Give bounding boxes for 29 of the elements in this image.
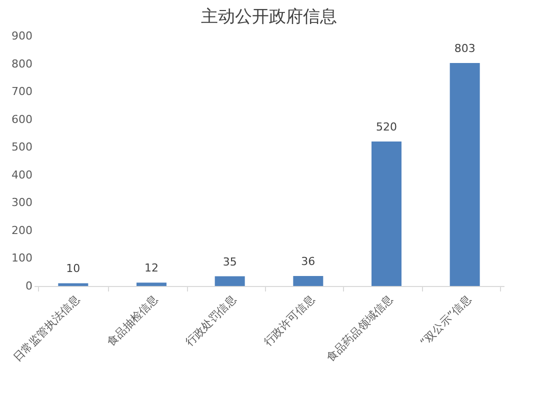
x-tick-label: 行政处罚信息 bbox=[182, 292, 239, 349]
bar bbox=[372, 142, 402, 286]
x-tick-label: 食品药品领域信息 bbox=[324, 292, 396, 364]
data-label: 36 bbox=[301, 255, 316, 268]
x-tick-label: 日常监管执法信息 bbox=[10, 292, 82, 364]
x-tick-label: 行政许可信息 bbox=[261, 292, 318, 349]
y-tick-label: 700 bbox=[12, 85, 32, 98]
y-tick-label: 800 bbox=[12, 57, 32, 70]
y-tick-label: 500 bbox=[12, 140, 32, 154]
data-label: 35 bbox=[222, 255, 237, 268]
data-label: 10 bbox=[66, 262, 80, 276]
data-label: 803 bbox=[454, 42, 476, 55]
data-label: 12 bbox=[144, 262, 158, 275]
y-tick-label: 400 bbox=[12, 168, 32, 182]
y-tick-label: 600 bbox=[12, 112, 32, 126]
y-tick-label: 0 bbox=[26, 280, 32, 292]
y-tick-label: 900 bbox=[12, 30, 32, 42]
bar bbox=[450, 62, 480, 286]
y-tick-label: 200 bbox=[12, 224, 32, 237]
y-tick-label: 100 bbox=[12, 252, 32, 265]
bar bbox=[293, 276, 324, 286]
chart-title: 主动公开政府信息 bbox=[201, 7, 337, 27]
bar bbox=[214, 276, 245, 286]
bar bbox=[58, 283, 88, 286]
x-tick-label: 食品抽检信息 bbox=[104, 292, 160, 349]
y-tick-label: 300 bbox=[12, 196, 32, 210]
bar bbox=[136, 282, 166, 286]
x-tick-label: “双公示”信息 bbox=[418, 292, 474, 349]
data-label: 520 bbox=[376, 120, 397, 134]
